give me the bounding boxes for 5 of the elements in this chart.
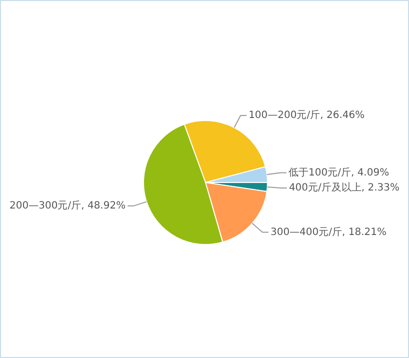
slice-label: 300—400元/斤, 18.21% bbox=[270, 226, 387, 238]
slice-label: 低于100元/斤, 4.09% bbox=[288, 166, 390, 178]
slice-label: 200—300元/斤, 48.92% bbox=[10, 199, 126, 212]
slice-label: 400元/斤及以上, 2.33% bbox=[288, 181, 400, 194]
slice-label: 100—200元/斤, 26.46% bbox=[248, 108, 365, 121]
